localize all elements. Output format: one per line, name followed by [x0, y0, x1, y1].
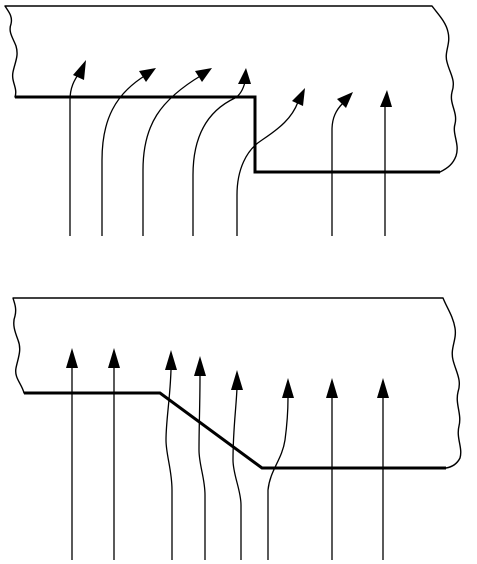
arrow-up-icon: [282, 378, 294, 398]
upper-ray-5: [236, 88, 305, 236]
lower-ray-3: [165, 350, 177, 560]
upper-slab-outline: [4, 5, 458, 173]
arrow-up-icon: [66, 348, 78, 368]
lower-rays: [66, 348, 389, 560]
upper-ray-4: [192, 68, 251, 236]
lower-ray-4: [194, 356, 206, 560]
lower-ray-7: [326, 378, 338, 560]
arrow-up-icon: [165, 350, 177, 370]
arrow-up-icon: [73, 60, 86, 80]
upper-ray-3: [142, 68, 212, 236]
upper-ray-6: [331, 92, 353, 236]
upper-ray-2: [101, 68, 156, 236]
lower-panel: [12, 297, 462, 560]
arrow-up-icon: [108, 348, 120, 368]
arrow-up-icon: [326, 378, 338, 398]
arrow-up-icon: [337, 92, 353, 108]
upper-ray-1: [69, 60, 86, 236]
lower-ray-1: [66, 348, 78, 560]
arrow-up-icon: [194, 356, 206, 376]
upper-ray-7: [380, 90, 392, 236]
arrow-up-icon: [380, 90, 392, 107]
upper-panel: [4, 5, 458, 236]
arrow-up-icon: [231, 370, 243, 390]
lower-ray-8: [377, 378, 389, 560]
lower-slope-edge: [24, 391, 446, 470]
lower-ray-6: [267, 378, 294, 560]
upper-rays: [69, 60, 392, 236]
upper-step-edge: [15, 95, 440, 174]
arrow-up-icon: [238, 68, 251, 84]
arrow-up-icon: [377, 378, 389, 398]
arrow-up-icon: [139, 68, 156, 82]
lower-ray-2: [108, 348, 120, 560]
lower-ray-5: [231, 370, 243, 560]
arrow-up-icon: [195, 68, 212, 82]
arrow-up-icon: [292, 88, 305, 106]
